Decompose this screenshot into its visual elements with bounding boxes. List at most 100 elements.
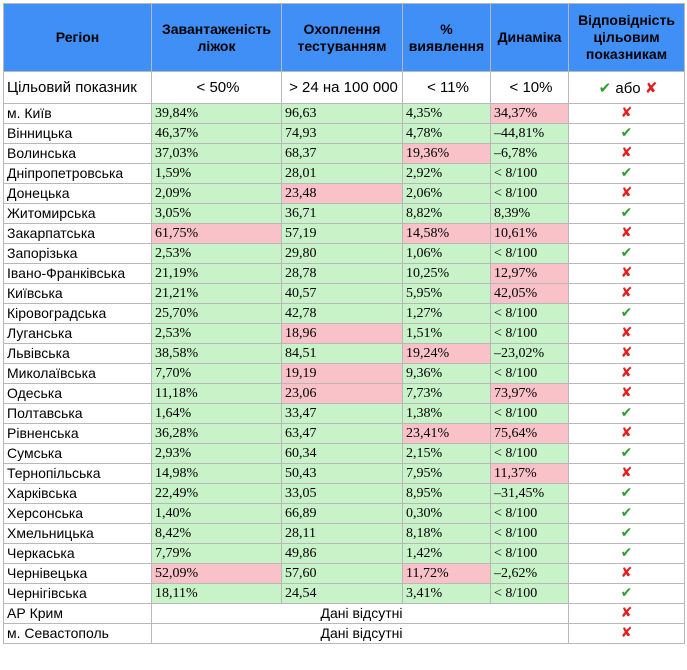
testing-coverage-cell: 40,57 [281,283,403,304]
testing-coverage-cell: 28,78 [281,263,403,284]
testing-coverage-cell: 33,47 [281,403,403,424]
cross-icon: ✘ [620,385,633,401]
region-cell: Херсонська [3,503,152,524]
compliance-cell: ✔ [568,583,685,604]
region-cell: Чернігівська [3,583,152,604]
bed-occupancy-cell: 11,18% [151,383,282,404]
target-label: Цільовий показник [3,71,152,104]
testing-coverage-cell: 42,78 [281,303,403,324]
region-cell: Закарпатська [3,223,152,244]
table-row: Луганська 2,53% 18,96 1,51% < 8/100 ✘ [3,323,685,344]
table-row: Донецька 2,09% 23,48 2,06% < 8/100 ✘ [3,183,685,204]
header-compliance: Відповідність цільовим показникам [568,3,685,72]
testing-coverage-cell: 57,60 [281,563,403,584]
detection-rate-cell: 8,82% [402,203,491,224]
region-cell: Чернівецька [3,563,152,584]
header-region: Регіон [3,3,152,72]
region-indicators-table: Регіон Завантаженість ліжок Охоплення те… [3,3,685,644]
compliance-cell: ✔ [568,543,685,564]
compliance-cell: ✘ [568,563,685,584]
bed-occupancy-cell: 2,09% [151,183,282,204]
table-row: Харківська 22,49% 33,05 8,95% –31,45% ✔ [3,483,685,504]
testing-coverage-cell: 18,96 [281,323,403,344]
bed-occupancy-cell: 39,84% [151,103,282,124]
table-row: Миколаївська 7,70% 19,19 9,36% < 8/100 ✘ [3,363,685,384]
bed-occupancy-cell: 3,05% [151,203,282,224]
target-bed-occupancy: < 50% [151,71,282,104]
detection-rate-cell: 10,25% [402,263,491,284]
table-row: Волинська 37,03% 68,37 19,36% –6,78% ✘ [3,143,685,164]
compliance-cell: ✔ [568,403,685,424]
detection-rate-cell: 3,41% [402,583,491,604]
testing-coverage-cell: 74,93 [281,123,403,144]
check-icon: ✔ [620,445,633,461]
cross-icon: ✘ [620,365,633,381]
detection-rate-cell: 14,58% [402,223,491,244]
table-row: Тернопільська 14,98% 50,43 7,95% 11,37% ✘ [3,463,685,484]
region-cell: Запорізька [3,243,152,264]
detection-rate-cell: 19,24% [402,343,491,364]
bed-occupancy-cell: 7,70% [151,363,282,384]
detection-rate-cell: 19,36% [402,143,491,164]
region-cell: Київська [3,283,152,304]
check-icon: ✔ [620,165,633,181]
detection-rate-cell: 2,92% [402,163,491,184]
detection-rate-cell: 1,42% [402,543,491,564]
table-row: м. Севастополь Дані відсутні ✘ [3,623,685,644]
table-row: Івано-Франківська 21,19% 28,78 10,25% 12,97%… [3,263,685,284]
region-cell: Донецька [3,183,152,204]
dynamics-cell: < 8/100 [490,583,569,604]
dynamics-cell: 73,97% [490,383,569,404]
testing-coverage-cell: 23,48 [281,183,403,204]
header-dynamics: Динаміка [490,3,569,72]
table-row: Запорізька 2,53% 29,80 1,06% < 8/100 ✔ [3,243,685,264]
compliance-cell: ✘ [568,423,685,444]
region-cell: Кіровоградська [3,303,152,324]
compliance-cell: ✘ [568,103,685,124]
cross-icon: ✘ [644,79,658,97]
table-row: Вінницька 46,37% 74,93 4,78% –44,81% ✔ [3,123,685,144]
region-cell: Полтавська [3,403,152,424]
dynamics-cell: < 8/100 [490,503,569,524]
testing-coverage-cell: 33,05 [281,483,403,504]
testing-coverage-cell: 36,71 [281,203,403,224]
detection-rate-cell: 4,35% [402,103,491,124]
region-cell: Житомирська [3,203,152,224]
compliance-cell: ✔ [568,243,685,264]
detection-rate-cell: 8,95% [402,483,491,504]
region-table-container: Регіон Завантаженість ліжок Охоплення те… [3,3,685,644]
bed-occupancy-cell: 21,19% [151,263,282,284]
target-compliance-legend: ✔ або ✘ [568,71,685,104]
dynamics-cell: < 8/100 [490,363,569,384]
dynamics-cell: 42,05% [490,283,569,304]
cross-icon: ✘ [620,605,633,621]
compliance-cell: ✔ [568,203,685,224]
compliance-cell: ✘ [568,383,685,404]
cross-icon: ✘ [620,265,633,281]
bed-occupancy-cell: 2,93% [151,443,282,464]
bed-occupancy-cell: 36,28% [151,423,282,444]
dynamics-cell: < 8/100 [490,303,569,324]
table-row: Рівненська 36,28% 63,47 23,41% 75,64% ✘ [3,423,685,444]
testing-coverage-cell: 29,80 [281,243,403,264]
compliance-cell: ✘ [568,603,685,624]
compliance-cell: ✔ [568,443,685,464]
detection-rate-cell: 2,15% [402,443,491,464]
detection-rate-cell: 4,78% [402,123,491,144]
testing-coverage-cell: 68,37 [281,143,403,164]
compliance-cell: ✘ [568,463,685,484]
target-dynamics: < 10% [490,71,569,104]
check-icon: ✔ [620,405,633,421]
target-testing-coverage: > 24 на 100 000 [281,71,403,104]
dynamics-cell: < 8/100 [490,323,569,344]
detection-rate-cell: 2,06% [402,183,491,204]
dynamics-cell: 12,97% [490,263,569,284]
compliance-cell: ✘ [568,183,685,204]
dynamics-cell: < 8/100 [490,403,569,424]
table-row: Черкаська 7,79% 49,86 1,42% < 8/100 ✔ [3,543,685,564]
detection-rate-cell: 1,51% [402,323,491,344]
no-data-cell: Дані відсутні [151,623,569,644]
compliance-cell: ✔ [568,303,685,324]
cross-icon: ✘ [620,425,633,441]
detection-rate-cell: 7,73% [402,383,491,404]
